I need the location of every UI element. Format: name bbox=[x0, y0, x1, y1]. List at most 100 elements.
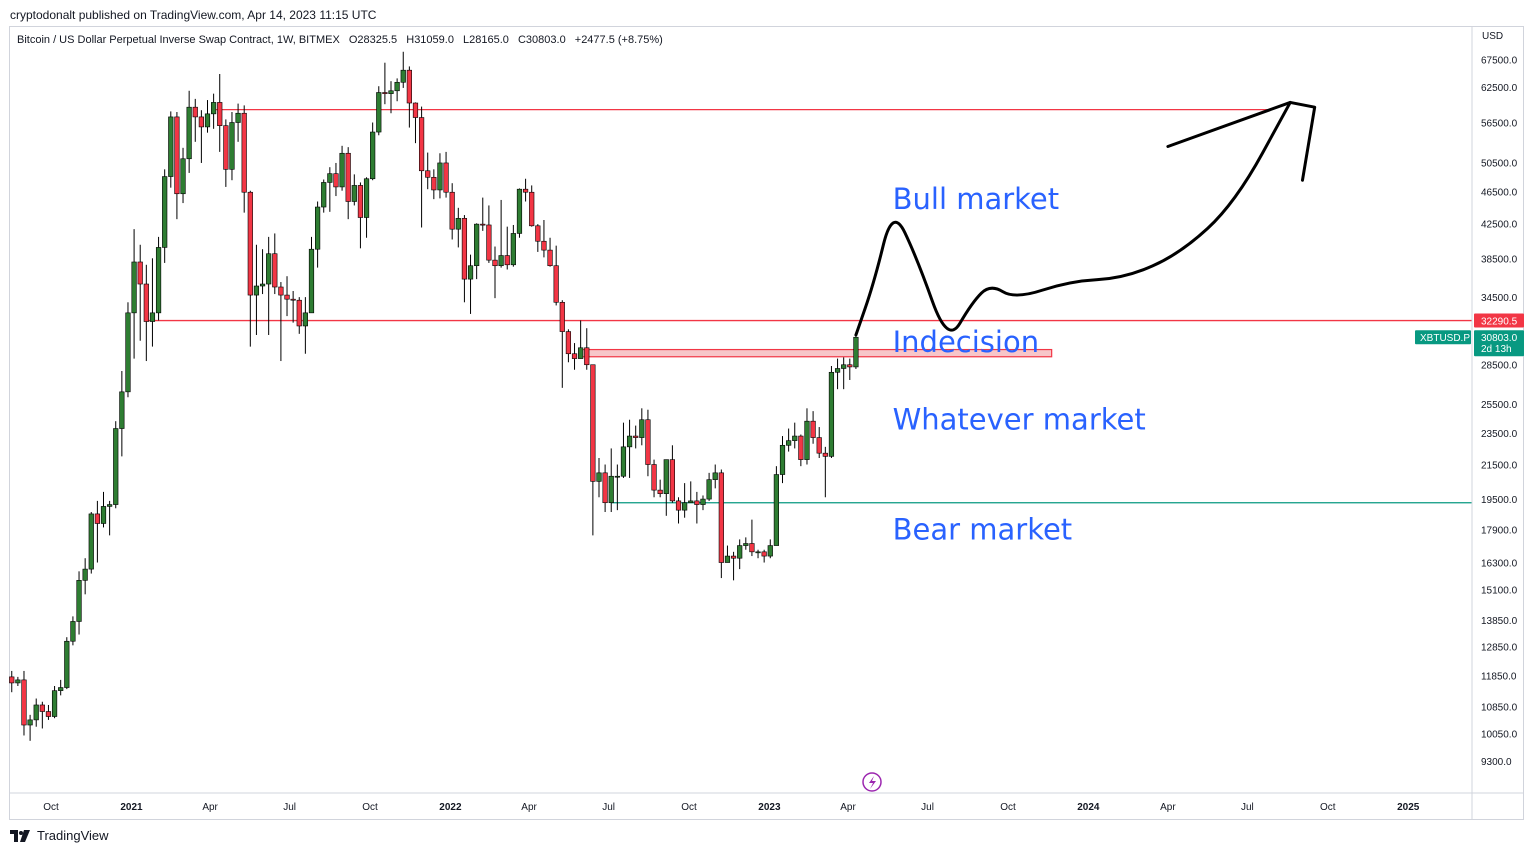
drawing-layer bbox=[854, 100, 1317, 337]
candle bbox=[290, 291, 296, 323]
candle bbox=[449, 183, 455, 240]
candle bbox=[786, 428, 792, 452]
candle bbox=[633, 425, 639, 449]
candle-body bbox=[278, 286, 284, 296]
tradingview-logo-icon bbox=[10, 829, 32, 842]
candle-body bbox=[363, 178, 370, 218]
ohlc-close: C30803.0 bbox=[517, 34, 566, 46]
price-tick-label: 23500.0 bbox=[1481, 429, 1518, 440]
candle-body bbox=[749, 543, 755, 553]
candle-body bbox=[682, 502, 688, 511]
candle bbox=[504, 226, 510, 270]
candle-body bbox=[847, 364, 853, 368]
candle-body bbox=[639, 419, 645, 438]
candle-body bbox=[779, 444, 786, 475]
candle bbox=[321, 179, 327, 213]
candle-body bbox=[522, 188, 529, 193]
candle-body bbox=[327, 173, 333, 183]
time-tick-label: Oct bbox=[1000, 802, 1016, 813]
symbol-label-text: XBTUSD.P bbox=[1420, 333, 1470, 344]
candle-body bbox=[737, 545, 743, 559]
chart-frame[interactable] bbox=[9, 26, 1524, 820]
projection-path bbox=[854, 100, 1292, 337]
price-axis: 67500.0 62500.0 56500.0 50500.0 46500.0 42500… bbox=[1471, 27, 1518, 819]
candle bbox=[235, 103, 241, 142]
candle-body bbox=[455, 218, 461, 230]
candle bbox=[186, 90, 192, 173]
candle-body bbox=[113, 428, 119, 505]
candle bbox=[749, 519, 755, 557]
candle bbox=[522, 178, 529, 202]
candle-body bbox=[217, 102, 223, 126]
candle-body bbox=[498, 255, 504, 267]
candle-body bbox=[321, 182, 327, 208]
candle bbox=[315, 201, 321, 268]
annotation-text: Indecision bbox=[893, 325, 1039, 359]
price-tick-label: 67500.0 bbox=[1481, 56, 1518, 67]
candle-body bbox=[626, 435, 633, 448]
price-tick-label: 15100.0 bbox=[1481, 586, 1518, 597]
candle bbox=[51, 686, 58, 719]
time-tick-label: Oct bbox=[43, 802, 59, 813]
candle bbox=[247, 190, 253, 347]
candle-body bbox=[816, 437, 822, 454]
price-tick-label: 50500.0 bbox=[1481, 158, 1518, 169]
candle bbox=[516, 188, 523, 238]
candle-body bbox=[620, 446, 627, 477]
candle-body bbox=[480, 223, 486, 226]
candle-body bbox=[565, 331, 572, 355]
time-tick-label: Oct bbox=[362, 802, 378, 813]
candle-body bbox=[461, 218, 468, 280]
candle bbox=[694, 491, 700, 524]
footer-brand-text: TradingView bbox=[37, 828, 109, 843]
price-tick-label: 11850.0 bbox=[1481, 671, 1517, 682]
candle-body bbox=[706, 479, 712, 500]
footer-brand[interactable]: TradingView bbox=[10, 828, 109, 843]
candle-body bbox=[730, 555, 737, 559]
candle-body bbox=[82, 568, 88, 581]
candle bbox=[412, 102, 419, 144]
time-tick-label: 2021 bbox=[120, 802, 143, 813]
candle-body bbox=[431, 176, 437, 191]
candle-body bbox=[755, 551, 761, 554]
candle bbox=[602, 464, 608, 513]
candle-body bbox=[357, 185, 364, 218]
candle bbox=[737, 539, 743, 570]
candle bbox=[700, 495, 706, 511]
candle bbox=[278, 282, 284, 362]
candle bbox=[58, 679, 64, 696]
candle-body bbox=[798, 435, 804, 460]
candle-body bbox=[259, 283, 266, 287]
candle bbox=[437, 153, 443, 199]
price-tick-label: 62500.0 bbox=[1481, 83, 1518, 94]
price-tick-label: 42500.0 bbox=[1481, 219, 1518, 230]
annotation-text: Whatever market bbox=[893, 403, 1146, 437]
time-tick-label: Oct bbox=[1320, 802, 1336, 813]
candle bbox=[651, 459, 657, 498]
candle bbox=[565, 329, 572, 363]
candle bbox=[779, 436, 786, 484]
candle-body bbox=[88, 513, 94, 570]
candle-body bbox=[253, 285, 260, 296]
candle bbox=[461, 215, 468, 303]
candle bbox=[535, 224, 541, 252]
candle bbox=[669, 445, 676, 503]
price-label-text: 32290.5 bbox=[1481, 317, 1518, 328]
candle bbox=[259, 249, 266, 295]
candle-body bbox=[272, 253, 278, 288]
time-tick-label: Jul bbox=[602, 802, 615, 813]
candle-body bbox=[382, 92, 388, 94]
candle-body bbox=[578, 347, 584, 359]
candle-body bbox=[58, 687, 64, 691]
candle bbox=[9, 670, 15, 693]
candle bbox=[828, 365, 835, 458]
candle bbox=[339, 145, 345, 191]
candle-body bbox=[553, 265, 559, 303]
candle bbox=[357, 182, 364, 249]
candle-body bbox=[107, 504, 113, 507]
candle bbox=[388, 81, 394, 114]
candle-body bbox=[547, 249, 553, 267]
candle bbox=[174, 112, 180, 220]
candle-body bbox=[590, 364, 596, 482]
